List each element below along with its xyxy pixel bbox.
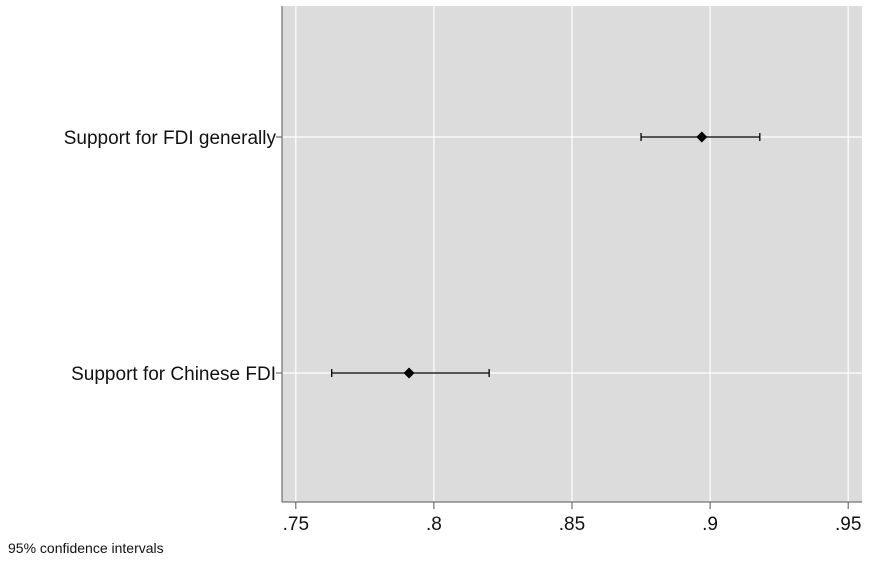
x-axis: .75 .8 .85 .9 .95 [282, 501, 862, 535]
category-label: Support for FDI generally [64, 128, 277, 149]
point-estimate-marker [403, 367, 415, 379]
x-tick-label: .95 [835, 514, 861, 535]
x-tick-label: .85 [559, 514, 585, 535]
category-label: Support for Chinese FDI [71, 364, 276, 385]
data-marks [331, 131, 761, 379]
category-axis: Support for FDI generally Support for Chi… [64, 6, 283, 502]
grid-layer [282, 6, 862, 502]
point-estimate-marker [696, 131, 708, 143]
confidence-interval-note: 95% confidence intervals [8, 540, 164, 556]
x-tick-label: .75 [283, 514, 309, 535]
x-tick-label: .9 [702, 514, 718, 535]
x-tick-label: .8 [426, 514, 442, 535]
